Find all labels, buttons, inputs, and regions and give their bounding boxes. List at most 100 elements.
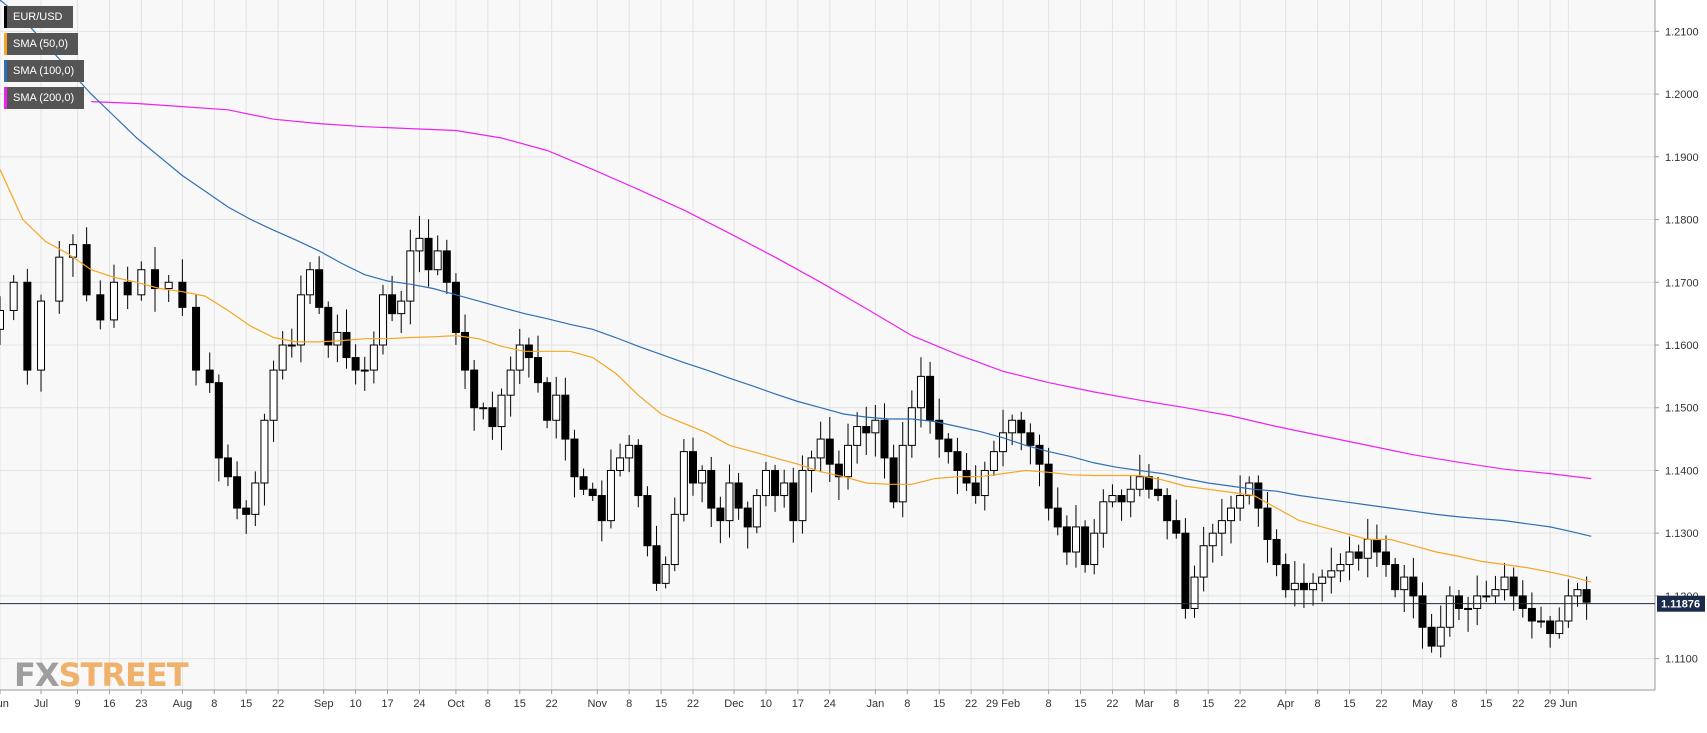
sma-50-line — [0, 169, 1592, 583]
candle-bullish — [1108, 495, 1117, 503]
candle-bearish — [388, 294, 397, 315]
logo-part-street: STREET — [58, 656, 189, 694]
candle-bearish — [1281, 564, 1290, 591]
candle-bullish — [433, 250, 442, 271]
x-tick-label: Aug — [173, 698, 193, 710]
candle-bullish — [1464, 607, 1473, 610]
x-tick-label: 22 — [1106, 698, 1118, 710]
candle-bearish — [889, 457, 898, 503]
candle-bullish — [679, 451, 688, 515]
candle-bullish — [164, 281, 173, 290]
legend-item-sma-200[interactable]: SMA (200,0) — [4, 87, 85, 109]
candle-bearish — [652, 545, 661, 584]
candle-bullish — [1482, 595, 1491, 598]
candle-bearish — [926, 375, 935, 421]
candle-bullish — [397, 300, 406, 315]
candle-bearish — [1454, 595, 1463, 609]
x-tick-label: 15 — [1343, 698, 1355, 710]
candle-bullish — [844, 444, 853, 478]
candle-bullish — [37, 300, 46, 371]
candle-bullish — [1537, 620, 1546, 623]
candle-bearish — [689, 451, 698, 484]
x-tick-label: 22 — [1512, 698, 1524, 710]
legend-item-sma-100[interactable]: SMA (100,0) — [4, 60, 85, 82]
candle-bullish — [0, 310, 4, 330]
legend-label: SMA (50,0) — [13, 38, 69, 50]
y-tick-label: 1.1800 — [1665, 215, 1699, 227]
candle-bearish — [597, 495, 606, 522]
candle-bullish — [1236, 495, 1245, 509]
candle-bearish — [470, 369, 479, 409]
candle-bearish — [1372, 538, 1381, 553]
candle-bearish — [588, 488, 597, 497]
x-tick-label: 8 — [211, 698, 217, 710]
y-tick-label: 1.2000 — [1665, 89, 1699, 101]
x-tick-label: Jun — [0, 698, 9, 710]
candle-bearish — [1154, 488, 1163, 497]
current-price-badge — [1657, 595, 1705, 612]
candle-bullish — [1500, 576, 1509, 591]
x-tick-label: Sep — [314, 698, 334, 710]
candle-bearish — [1017, 419, 1026, 434]
x-tick-label: 16 — [103, 698, 115, 710]
candle-bullish — [1445, 595, 1454, 628]
candle-bullish — [1309, 582, 1318, 591]
candle-bullish — [798, 469, 807, 522]
x-tick-label: 22 — [546, 698, 558, 710]
candle-bearish — [734, 482, 743, 509]
sma-200-line — [91, 101, 1592, 480]
x-tick-label: 22 — [687, 698, 699, 710]
candle-bullish — [506, 369, 515, 396]
candle-bullish — [1217, 520, 1226, 534]
legend-item-eurusd[interactable]: EUR/USD — [4, 6, 73, 28]
candle-bullish — [1436, 626, 1445, 647]
current-price-label: 1.11876 — [1661, 599, 1700, 611]
x-tick-label: 22 — [965, 698, 977, 710]
candle-bearish — [1026, 432, 1035, 446]
candle-bearish — [1181, 532, 1190, 609]
x-tick-label: 17 — [381, 698, 393, 710]
candle-bearish — [1354, 551, 1363, 559]
legend-item-sma-50[interactable]: SMA (50,0) — [4, 33, 79, 55]
candle-bearish — [315, 269, 324, 308]
candle-bullish — [378, 294, 387, 346]
legend-label: EUR/USD — [13, 11, 63, 23]
candle-bullish — [552, 394, 561, 421]
candle-bearish — [424, 237, 433, 271]
y-tick-label: 1.1500 — [1665, 403, 1699, 415]
candle-bearish — [1081, 526, 1090, 566]
candle-bullish — [853, 426, 862, 446]
x-tick-label: 8 — [1173, 698, 1179, 710]
candle-bearish — [1582, 589, 1591, 603]
candle-bearish — [862, 426, 871, 434]
candle-bearish — [351, 357, 360, 371]
x-tick-label: Dec — [724, 698, 744, 710]
candle-bearish — [178, 281, 187, 308]
candle-bearish — [1272, 538, 1281, 566]
x-tick-label: 8 — [1315, 698, 1321, 710]
candle-bearish — [1117, 495, 1126, 503]
candle-bearish — [1062, 526, 1071, 553]
candle-bearish — [1144, 476, 1153, 490]
x-tick-label: 15 — [655, 698, 667, 710]
candle-bearish — [214, 382, 223, 459]
candle-bearish — [242, 507, 251, 515]
candle-bullish — [1555, 620, 1564, 635]
candle-bearish — [1035, 444, 1044, 465]
sma-100-line — [0, 0, 1592, 537]
x-tick-label: 8 — [485, 698, 491, 710]
candle-bullish — [306, 269, 315, 296]
candle-bearish — [342, 331, 351, 359]
x-tick-label: 10 — [760, 698, 772, 710]
x-tick-label: 23 — [135, 698, 147, 710]
candle-bullish — [980, 469, 989, 497]
candle-bullish — [752, 495, 761, 528]
candle-bullish — [1473, 595, 1482, 609]
candle-bullish — [761, 469, 770, 497]
candle-bullish — [1564, 595, 1573, 622]
candle-bullish — [1199, 545, 1208, 578]
legend-label: SMA (100,0) — [13, 65, 75, 77]
x-tick-label: 24 — [413, 698, 425, 710]
y-tick-label: 1.2100 — [1665, 26, 1699, 38]
candle-bullish — [1090, 532, 1099, 566]
